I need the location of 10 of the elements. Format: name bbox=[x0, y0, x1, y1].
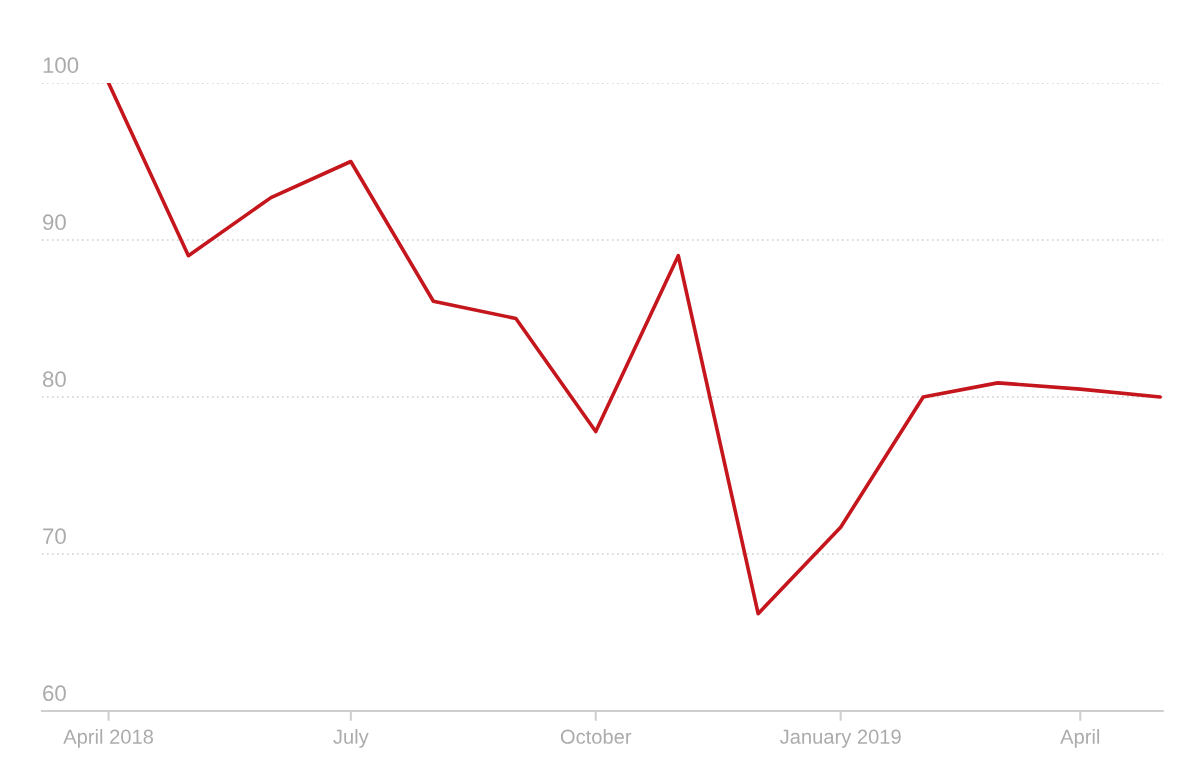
x-tick-label: January 2019 bbox=[779, 729, 901, 748]
y-tick-label: 90 bbox=[43, 214, 66, 231]
y-tick-label: 60 bbox=[43, 685, 66, 702]
x-tick-label: April 2018 bbox=[63, 729, 154, 748]
x-tick-label: July bbox=[333, 729, 369, 748]
y-tick-label: 80 bbox=[42, 371, 66, 388]
x-tick-label: April bbox=[1060, 729, 1100, 748]
y-tick-label: 70 bbox=[43, 528, 66, 545]
y-tick-label: 100 bbox=[43, 57, 79, 74]
x-tick-label: October bbox=[560, 729, 632, 744]
